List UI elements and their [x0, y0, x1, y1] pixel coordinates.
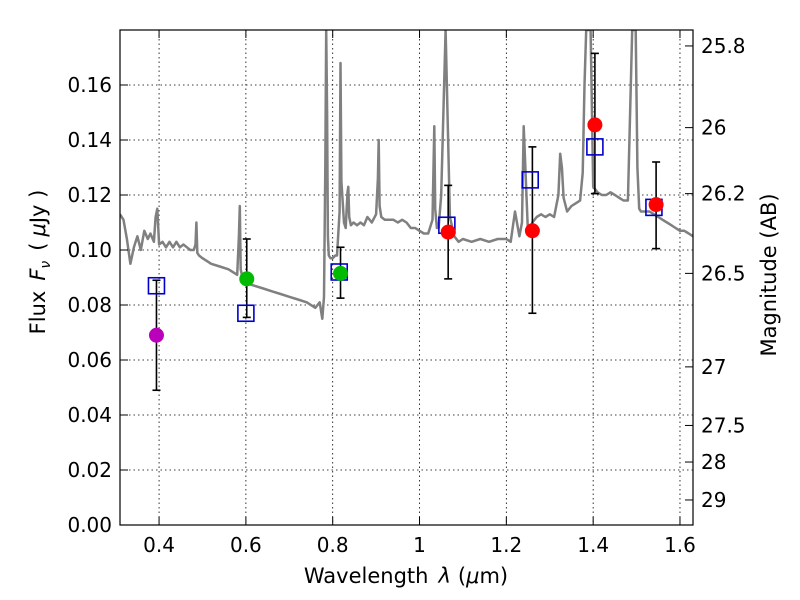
model-photometry-square [521, 171, 540, 189]
x-tick-label: 0.4 [143, 533, 175, 557]
model-photometry-square [586, 138, 604, 156]
x-tick-label: 1 [413, 533, 426, 557]
y2-axis-label: Magnitude (AB) [757, 193, 781, 356]
y-tick-label: 0.12 [67, 183, 112, 207]
y-tick-label: 0.10 [67, 238, 112, 262]
model-photometry-square [237, 304, 255, 323]
x-tick-label: 1.4 [577, 533, 609, 557]
y2-tick-label: 26.5 [701, 261, 746, 285]
y2-tick-label: 26 [701, 116, 726, 140]
observed-flux-point [148, 327, 164, 343]
observed-flux-point [648, 197, 664, 213]
x-axis-label: Wavelength λ (μm) [304, 564, 508, 588]
y2-tick-label: 27.5 [701, 413, 746, 437]
observed-flux-point [587, 117, 603, 133]
y-tick-label: 0.06 [67, 348, 112, 372]
observed-flux-point [524, 223, 540, 239]
y-axis-label: FluxFν(μJy ) [26, 190, 54, 335]
observed-flux-point [440, 224, 456, 240]
series-layer [120, 30, 693, 321]
observed-flux-point [333, 265, 349, 281]
y2-tick-label: 27 [701, 355, 726, 379]
model-spectrum-line [120, 30, 693, 321]
model-photometry-square [147, 276, 166, 295]
x-tick-label: 0.8 [317, 533, 349, 557]
x-tick-label: 1.2 [490, 533, 522, 557]
x-tick-label: 1.6 [664, 533, 696, 557]
y2-tick-label: 28 [701, 450, 726, 474]
y-tick-label: 0.08 [67, 293, 112, 317]
plot-frame [119, 29, 694, 526]
y2-tick-label: 29 [701, 488, 726, 512]
ticks: 0.4 0.6 0.8 1 1.2 1.4 1.6 0.00 0.02 0.04 0.06 0.08 0… [67, 30, 746, 557]
x-tick-label: 0.6 [230, 533, 262, 557]
y-tick-label: 0.00 [67, 513, 112, 537]
plot-area [120, 30, 693, 525]
y-tick-label: 0.16 [67, 73, 112, 97]
y-tick-label: 0.14 [67, 128, 112, 152]
marker-layer [147, 52, 664, 392]
y2-tick-label: 26.2 [701, 182, 746, 206]
y-tick-label: 0.02 [67, 458, 112, 482]
observed-flux-point [239, 271, 255, 287]
y-tick-label: 0.04 [67, 403, 112, 427]
y2-tick-label: 25.8 [701, 34, 746, 58]
